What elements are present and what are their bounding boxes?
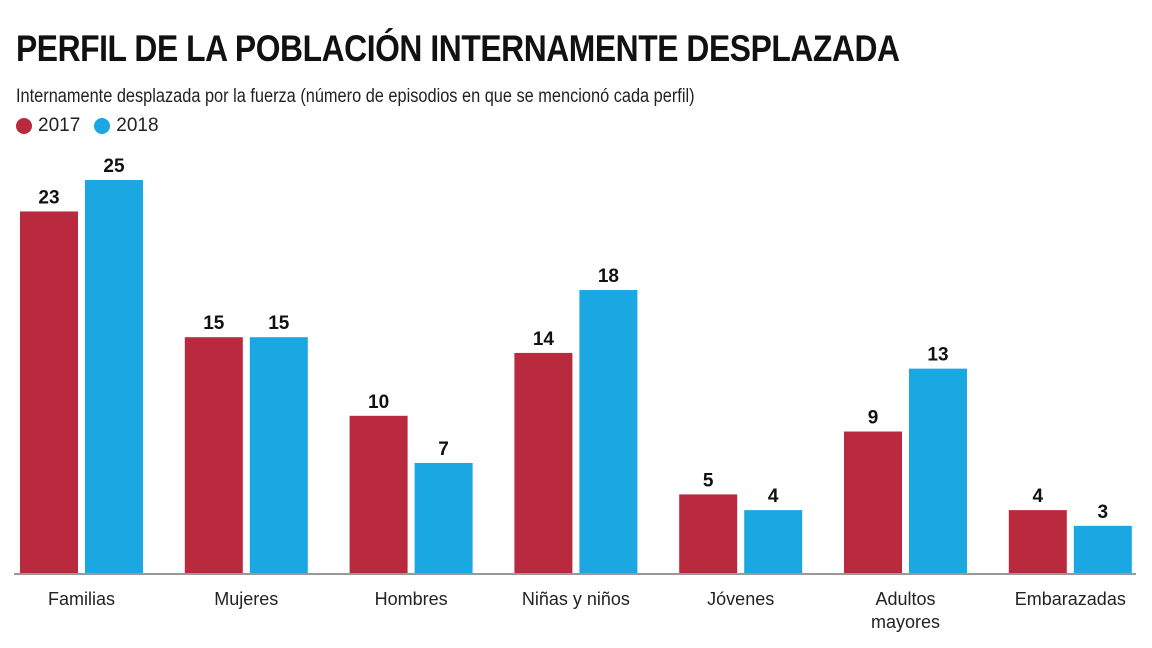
data-label-2017-5: 9 [868,408,879,429]
bar-2018-5 [909,368,967,573]
bar-2017-6 [1008,510,1067,573]
category-label-4: Jóvenes [707,589,774,609]
legend-swatch-2018 [94,118,111,134]
data-label-2017-0: 23 [38,187,59,208]
data-label-2018-4: 4 [768,486,779,507]
data-label-2018-1: 15 [268,313,290,334]
bar-2018-6 [1073,525,1132,573]
bar-2018-4 [744,510,803,573]
chart-subtitle: Internamente desplazada por la fuerza (n… [16,86,695,107]
legend-label-2018: 2018 [116,115,159,136]
category-label-5: Adultos [875,589,935,609]
legend: 2017 2018 [16,115,167,137]
data-label-2018-3: 18 [598,266,619,287]
data-label-2017-4: 5 [703,470,714,491]
data-label-2018-2: 7 [438,439,449,460]
bar-2017-0 [20,211,78,573]
legend-swatch-2017 [16,118,32,134]
bar-2017-1 [184,337,243,573]
data-label-2017-1: 15 [203,313,225,334]
legend-label-2017: 2017 [38,115,81,136]
bar-2017-5 [844,431,902,573]
bar-2018-3 [579,290,638,573]
category-label-5: mayores [871,612,940,632]
category-label-6: Embarazadas [1015,589,1126,609]
bar-2018-2 [414,462,473,573]
data-label-2018-6: 3 [1098,502,1109,523]
category-label-1: Mujeres [214,589,278,609]
data-label-2018-0: 25 [103,156,125,177]
bar-2017-3 [514,352,573,573]
category-label-0: Familias [48,589,115,609]
category-label-3: Niñas y niños [522,589,630,609]
bar-2018-1 [249,337,308,573]
bar-2017-2 [349,415,408,573]
data-label-2017-2: 10 [368,392,389,413]
bar-2018-0 [85,180,143,573]
category-label-2: Hombres [375,589,448,609]
chart-title: PERFIL DE LA POBLACIÓN INTERNAMENTE DESP… [16,28,900,69]
bar-2017-4 [679,494,738,573]
data-label-2017-3: 14 [533,329,555,350]
data-label-2018-5: 13 [927,345,948,366]
data-label-2017-6: 4 [1033,486,1044,507]
